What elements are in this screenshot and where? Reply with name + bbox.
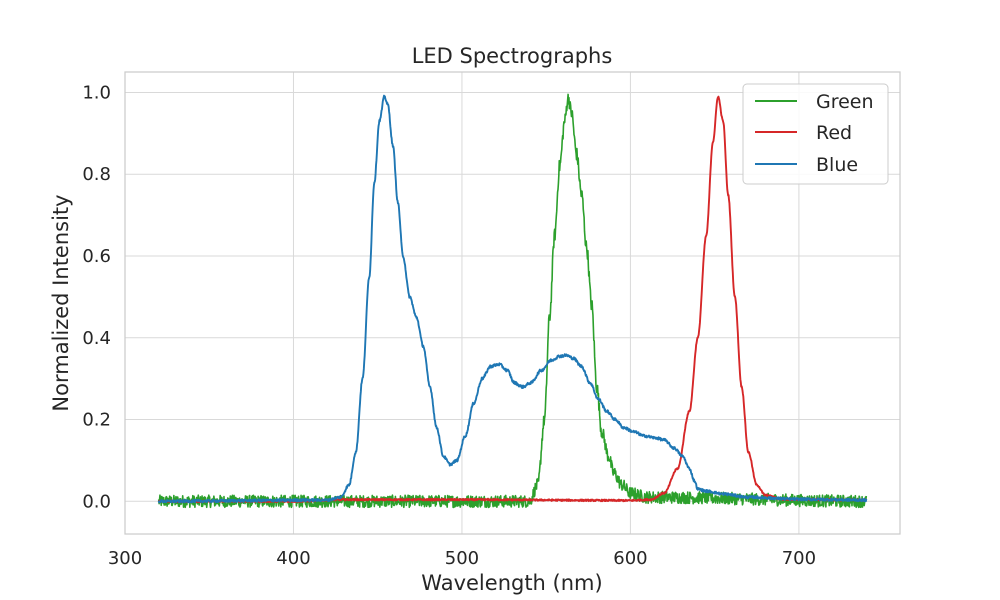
x-axis-ticks: 300 400 500 600 700 <box>108 548 816 569</box>
x-tick-label: 400 <box>276 548 310 569</box>
x-tick-label: 600 <box>613 548 647 569</box>
x-tick-label: 300 <box>108 548 142 569</box>
x-axis-label: Wavelength (nm) <box>421 571 602 595</box>
y-axis-label: Normalized Intensity <box>49 194 73 411</box>
legend-label-red: Red <box>816 122 852 144</box>
y-tick-label: 0.4 <box>82 328 111 349</box>
y-tick-label: 1.0 <box>82 82 111 103</box>
y-tick-label: 0.6 <box>82 246 111 267</box>
legend: Green Red Blue <box>742 83 889 185</box>
chart-title: LED Spectrographs <box>412 44 613 68</box>
x-tick-label: 700 <box>782 548 816 569</box>
legend-label-green: Green <box>816 91 874 113</box>
series-line-red <box>157 95 867 504</box>
x-tick-label: 500 <box>445 548 479 569</box>
series-line-blue <box>157 94 868 504</box>
legend-box <box>742 83 889 185</box>
y-tick-label: 0.8 <box>82 164 111 185</box>
legend-label-blue: Blue <box>816 154 858 176</box>
plot-frame <box>124 71 901 535</box>
y-axis-ticks: 0.0 0.2 0.4 0.6 0.8 1.0 <box>82 82 111 512</box>
series-line-green <box>157 93 868 509</box>
plot-area <box>157 93 868 509</box>
y-tick-label: 0.0 <box>82 491 111 512</box>
y-tick-label: 0.2 <box>82 410 111 431</box>
